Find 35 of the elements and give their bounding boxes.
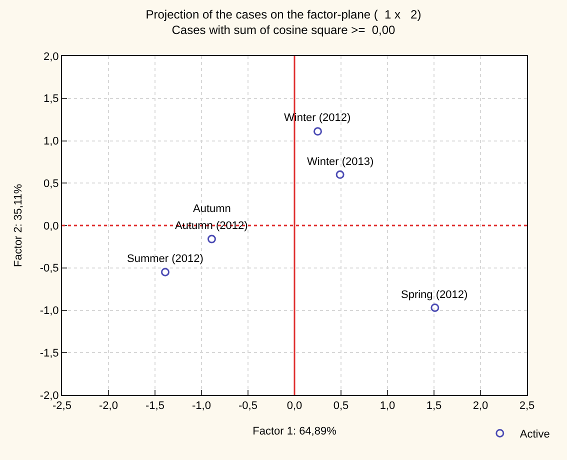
annotation: Spring (2012) (401, 289, 468, 301)
x-axis-title: Factor 1: 64,89% (252, 425, 337, 438)
x-tick-label: 1,0 (380, 400, 396, 412)
x-tick-label: 1,5 (426, 400, 442, 412)
y-tick-label: 2,0 (44, 50, 59, 63)
x-tick-label: -2,5 (52, 400, 72, 412)
point (160, 268, 170, 276)
y-axis-title: Factor 2: 35,11% (12, 184, 24, 267)
point (336, 170, 344, 179)
y-tick-label: 0,0 (44, 220, 59, 232)
y-tick-label: 1,0 (44, 136, 59, 148)
annotation: Summer (2012) (127, 253, 204, 265)
y-tick-label: -2,0 (40, 390, 59, 402)
chart-subtitle: Cases with sum of cosine square >= 0,00 (172, 23, 396, 37)
chart-title: Projection of the cases on the factor-plane ( 1 x 2) (146, 7, 422, 22)
point (207, 234, 216, 244)
annotation: Winter (2013) (307, 156, 374, 168)
x-tick-label: 0,0 (286, 400, 302, 412)
x-tick-label: -0,5 (238, 400, 258, 412)
y-tick-label: -1,5 (40, 347, 59, 360)
x-tick-label: 2,0 (472, 400, 488, 412)
x-tick-label: -1,0 (192, 400, 211, 412)
annotation: Autumn (193, 203, 231, 215)
annotation: Autumn (2012) (175, 220, 248, 232)
y-tick-label: 0,5 (44, 178, 59, 190)
x-tick-label: 0,5 (333, 400, 349, 412)
x-tick-label: -1,5 (146, 400, 164, 412)
point (314, 127, 322, 136)
x-tick-label: -2,0 (99, 400, 118, 412)
point (430, 303, 440, 312)
y-tick-label: -0,5 (40, 262, 59, 275)
legend-label: Active (520, 428, 550, 441)
y-tick-label: -1,0 (40, 305, 59, 318)
y-tick-label: 1,5 (44, 93, 59, 106)
x-tick-label: 2,5 (519, 400, 535, 412)
